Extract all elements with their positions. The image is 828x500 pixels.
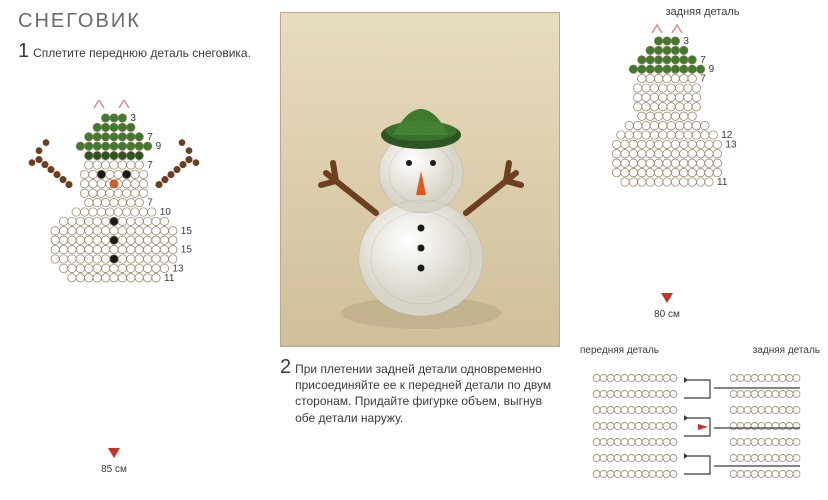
back-wire-length: 80 см: [654, 309, 680, 320]
assembly-front-label: передняя деталь: [580, 345, 659, 356]
svg-text:7: 7: [147, 198, 153, 209]
wire-start-arrows: [652, 25, 682, 33]
step-1-text: Сплетите переднюю деталь снеговика.: [33, 41, 251, 61]
wire-arrow-icon: [661, 293, 673, 303]
assembly-diagram-block: передняя деталь задняя деталь: [580, 345, 820, 493]
svg-text:7: 7: [147, 160, 153, 171]
svg-text:11: 11: [717, 177, 728, 188]
svg-text:9: 9: [709, 64, 715, 75]
svg-text:7: 7: [700, 74, 706, 85]
svg-text:3: 3: [683, 36, 689, 47]
svg-text:15: 15: [181, 245, 193, 256]
svg-text:11: 11: [164, 273, 175, 284]
svg-text:7: 7: [700, 55, 706, 66]
step-1-number: 1: [18, 41, 29, 61]
back-diagram: 3797121311 80 см: [590, 20, 750, 330]
assembly-diagram: [580, 358, 820, 488]
svg-text:10: 10: [160, 207, 172, 218]
svg-text:13: 13: [725, 139, 737, 150]
svg-text:3: 3: [130, 113, 136, 124]
wire-arrow-icon: [108, 448, 120, 458]
page-title: СНЕГОВИК: [18, 10, 258, 33]
photo-finished-snowman: [280, 12, 560, 347]
step-2-number: 2: [280, 357, 291, 377]
assembly-back-label: задняя деталь: [753, 345, 820, 356]
step-2-text: При плетении задней детали одновременно …: [295, 357, 560, 426]
back-detail-label: задняя деталь: [590, 6, 815, 18]
left-arm: [29, 140, 72, 188]
front-diagram: 379771015151311 85 см: [24, 100, 224, 480]
front-wire-length: 85 см: [101, 464, 127, 475]
svg-text:7: 7: [147, 132, 153, 143]
svg-text:15: 15: [181, 226, 193, 237]
wire-start-arrows: [94, 100, 129, 108]
step-2: 2 При плетении задней детали одновременн…: [280, 357, 560, 426]
svg-text:9: 9: [156, 141, 162, 152]
step-1: 1 Сплетите переднюю деталь снеговика.: [18, 41, 258, 61]
right-arm: [156, 140, 199, 188]
